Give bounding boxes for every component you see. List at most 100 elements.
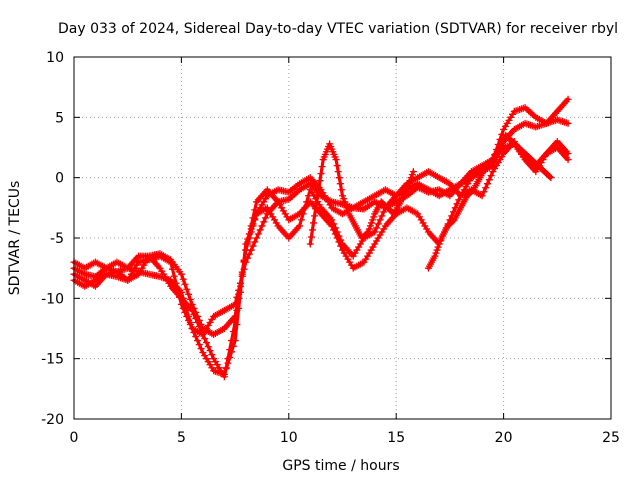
- data-point-marker: [431, 252, 439, 260]
- series-layer: [70, 95, 572, 381]
- data-point-marker: [482, 184, 490, 192]
- data-point-marker: [245, 250, 253, 258]
- data-point-marker: [547, 174, 555, 182]
- data-point-marker: [220, 370, 228, 378]
- data-point-marker: [202, 339, 210, 347]
- data-point-marker: [177, 300, 185, 308]
- data-point-marker: [226, 353, 234, 361]
- y-tick-label: -15: [41, 352, 64, 368]
- data-point-marker: [435, 240, 443, 248]
- data-point-marker: [185, 290, 193, 298]
- data-point-marker: [374, 220, 382, 228]
- data-point-marker: [380, 208, 388, 216]
- data-point-marker: [310, 219, 318, 227]
- data-point-marker: [404, 183, 412, 191]
- data-point-marker: [177, 270, 185, 278]
- data-point-marker: [194, 337, 202, 345]
- data-point-marker: [233, 320, 241, 328]
- data-point-marker: [333, 228, 341, 236]
- data-point-marker: [238, 272, 246, 280]
- data-point-marker: [403, 186, 411, 194]
- data-point-marker: [188, 306, 196, 314]
- data-point-marker: [253, 234, 261, 242]
- data-point-marker: [176, 293, 184, 301]
- x-tick-label: 5: [177, 430, 186, 446]
- data-point-marker: [332, 156, 340, 164]
- data-point-marker: [366, 222, 374, 230]
- axis-ticks: 0 5 10 15 20 25 -20 -15 -10 -5 0 5 10: [41, 50, 620, 446]
- x-tick-label: 25: [602, 430, 620, 446]
- data-point-marker: [487, 172, 495, 180]
- data-point-marker: [251, 215, 259, 223]
- data-point-marker: [249, 220, 257, 228]
- y-tick-label: 0: [55, 171, 64, 187]
- data-point-marker: [434, 243, 442, 251]
- data-point-marker: [307, 233, 315, 241]
- data-point-marker: [179, 275, 187, 283]
- data-point-marker: [306, 240, 314, 248]
- data-point-marker: [167, 258, 175, 266]
- data-point-marker: [455, 196, 463, 204]
- data-point-marker: [312, 205, 320, 213]
- data-point-marker: [204, 343, 212, 351]
- data-point-marker: [436, 237, 444, 245]
- data-point-marker: [335, 174, 343, 182]
- y-axis-label: SDTVAR / TECUs: [7, 181, 23, 296]
- data-point-marker: [197, 345, 205, 353]
- data-point-marker: [336, 180, 344, 188]
- chart-title: Day 033 of 2024, Sidereal Day-to-day VTE…: [58, 21, 618, 37]
- data-point-marker: [236, 288, 244, 296]
- data-point-marker: [343, 204, 351, 212]
- data-point-marker: [370, 213, 378, 221]
- data-point-marker: [183, 312, 191, 320]
- data-point-marker: [224, 359, 232, 367]
- data-point-marker: [245, 230, 253, 238]
- data-point-marker: [199, 331, 207, 339]
- data-point-marker: [546, 173, 554, 181]
- data-point-marker: [406, 177, 414, 185]
- data-point-marker: [344, 207, 352, 215]
- data-point-marker: [242, 240, 250, 248]
- data-point-marker: [222, 365, 230, 373]
- data-point-marker: [183, 285, 191, 293]
- data-point-marker: [194, 318, 202, 326]
- data-point-marker: [297, 216, 305, 224]
- data-point-marker: [342, 201, 350, 209]
- data-point-marker: [313, 198, 321, 206]
- data-point-marker: [190, 310, 198, 318]
- data-point-marker: [186, 295, 194, 303]
- data-point-marker: [190, 329, 198, 337]
- y-tick-label: -20: [41, 412, 64, 428]
- data-point-marker: [258, 222, 266, 230]
- data-point-marker: [244, 235, 252, 243]
- data-point-marker: [369, 216, 377, 224]
- series-5-markers: [306, 140, 417, 248]
- data-point-marker: [564, 119, 572, 127]
- data-point-marker: [376, 216, 384, 224]
- data-point-marker: [564, 156, 572, 164]
- data-point-marker: [206, 347, 214, 355]
- data-point-marker: [333, 162, 341, 170]
- data-point-marker: [168, 265, 176, 273]
- data-point-marker: [188, 325, 196, 332]
- data-point-marker: [192, 314, 200, 322]
- x-tick-label: 20: [495, 430, 513, 446]
- y-tick-label: -10: [41, 291, 64, 307]
- data-point-marker: [299, 210, 307, 218]
- data-point-marker: [262, 214, 270, 222]
- data-point-marker: [231, 337, 239, 345]
- data-point-marker: [254, 230, 262, 238]
- x-axis-label: GPS time / hours: [282, 458, 399, 474]
- data-point-marker: [364, 228, 372, 236]
- data-point-marker: [328, 216, 336, 224]
- data-point-marker: [363, 229, 371, 237]
- data-point-marker: [301, 204, 309, 212]
- data-point-marker: [371, 228, 379, 236]
- data-point-marker: [407, 174, 415, 182]
- data-point-marker: [339, 192, 346, 200]
- data-point-marker: [192, 333, 200, 341]
- data-point-marker: [408, 171, 416, 179]
- y-tick-label: 10: [46, 50, 64, 66]
- data-point-marker: [485, 176, 493, 184]
